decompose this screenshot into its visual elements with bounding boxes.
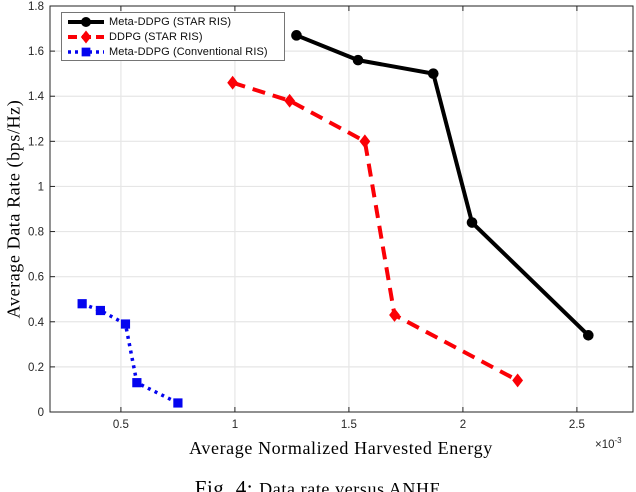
svg-text:0.8: 0.8: [28, 227, 44, 239]
x-axis-exponent-power: -3: [614, 436, 622, 445]
x-axis-exponent-label: ×10-3: [595, 436, 622, 451]
svg-text:1.5: 1.5: [341, 419, 357, 431]
legend-label: DDPG (STAR RIS): [109, 30, 203, 43]
legend-sample-dashed-diamond: [67, 29, 105, 44]
legend-item-meta-ddpg-star-ris: Meta-DDPG (STAR RIS): [67, 15, 284, 28]
legend: Meta-DDPG (STAR RIS) DDPG (STAR RIS) Met…: [61, 12, 285, 61]
series-1: [227, 75, 524, 388]
svg-text:0: 0: [38, 407, 44, 419]
legend-item-meta-ddpg-conventional-ris: Meta-DDPG (Conventional RIS): [67, 45, 284, 58]
svg-text:1.2: 1.2: [28, 136, 44, 148]
svg-text:2.5: 2.5: [569, 419, 585, 431]
axes-box: [49, 5, 634, 413]
svg-text:1.6: 1.6: [28, 46, 44, 58]
svg-text:2: 2: [460, 419, 466, 431]
series-0: [291, 30, 594, 341]
svg-text:1: 1: [38, 181, 44, 193]
svg-text:1: 1: [232, 419, 238, 431]
legend-sample-dotted-square: [67, 45, 105, 59]
grid-lines: [50, 5, 633, 413]
y-axis-label: Average Data Rate (bps/Hz): [3, 99, 24, 319]
svg-text:1.4: 1.4: [28, 91, 45, 103]
svg-text:1.8: 1.8: [28, 1, 44, 13]
legend-item-ddpg-star-ris: DDPG (STAR RIS): [67, 29, 284, 44]
series-2: [77, 299, 183, 408]
legend-sample-solid-circle: [67, 15, 105, 29]
x-axis-exponent-base: ×10: [595, 438, 615, 451]
legend-label: Meta-DDPG (STAR RIS): [109, 15, 232, 28]
svg-text:0.5: 0.5: [113, 419, 129, 431]
figure-caption-number: Fig. 4:: [194, 476, 254, 492]
figure-caption-text: Data rate versus ANHE: [259, 479, 442, 492]
figure-caption: Fig. 4: Data rate versus ANHE: [0, 476, 636, 492]
tick-labels: 0.5 1 1.5 2 2.5 0 0.2 0.4 0.6 0.8 1 1.2 1.4 1.6 1.8: [28, 1, 585, 431]
svg-text:0.4: 0.4: [28, 317, 45, 329]
x-axis-label: Average Normalized Harvested Energy: [189, 438, 493, 458]
svg-text:0.6: 0.6: [28, 272, 44, 284]
legend-label: Meta-DDPG (Conventional RIS): [109, 45, 268, 58]
svg-text:0.2: 0.2: [28, 362, 44, 374]
